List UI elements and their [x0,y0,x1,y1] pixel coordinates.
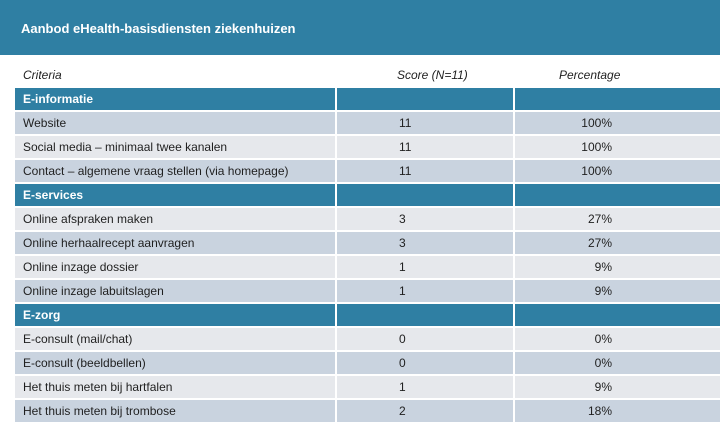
table-title: Aanbod eHealth-basisdiensten ziekenhuize… [0,0,720,55]
table-row: Online afspraken maken 3 27% [0,208,720,230]
table-row: E-consult (mail/chat) 0 0% [0,328,720,350]
cell-percentage: 9% [515,280,720,302]
cell-score: 1 [337,280,513,302]
section-row: E-services [0,184,720,206]
cell-percentage: 0% [515,352,720,374]
section-row: E-zorg [0,304,720,326]
cell-score: 0 [337,352,513,374]
cell-criteria: Het thuis meten bij hartfalen [15,376,335,398]
table-row: Social media – minimaal twee kanalen 11 10… [0,136,720,158]
cell-percentage: 100% [515,112,720,134]
cell-percentage: 27% [515,232,720,254]
table-row: Online inzage dossier 1 9% [0,256,720,278]
cell-criteria: E-informatie [15,88,335,110]
cell-score: 11 [337,160,513,182]
cell-criteria: Online herhaalrecept aanvragen [15,232,335,254]
cell-score [337,88,513,110]
cell-score: 11 [337,136,513,158]
cell-score: 3 [337,232,513,254]
cell-percentage [515,184,720,206]
cell-criteria: Contact – algemene vraag stellen (via ho… [15,160,335,182]
cell-criteria: E-consult (mail/chat) [15,328,335,350]
cell-score [337,184,513,206]
table-row: Het thuis meten bij trombose 2 18% [0,400,720,422]
section-row: E-informatie [0,88,720,110]
cell-percentage: 100% [515,136,720,158]
cell-score: 3 [337,208,513,230]
cell-criteria: Het thuis meten bij trombose [15,400,335,422]
cell-percentage: 100% [515,160,720,182]
cell-score: 11 [337,112,513,134]
cell-criteria: E-services [15,184,335,206]
table-row: Contact – algemene vraag stellen (via ho… [0,160,720,182]
cell-percentage: 27% [515,208,720,230]
header-percentage: Percentage [559,68,621,82]
cell-criteria: Social media – minimaal twee kanalen [15,136,335,158]
table-row: Het thuis meten bij hartfalen 1 9% [0,376,720,398]
header-criteria: Criteria [23,68,62,82]
table-row: Website 11 100% [0,112,720,134]
cell-percentage: 18% [515,400,720,422]
cell-criteria: E-consult (beeldbellen) [15,352,335,374]
cell-percentage [515,304,720,326]
cell-percentage [515,88,720,110]
cell-criteria: E-zorg [15,304,335,326]
cell-criteria: Online inzage dossier [15,256,335,278]
cell-score: 2 [337,400,513,422]
cell-percentage: 9% [515,256,720,278]
cell-percentage: 0% [515,328,720,350]
table-row: E-consult (beeldbellen) 0 0% [0,352,720,374]
cell-score: 1 [337,256,513,278]
table-row: Online herhaalrecept aanvragen 3 27% [0,232,720,254]
cell-score [337,304,513,326]
header-score: Score (N=11) [397,68,468,82]
cell-percentage: 9% [515,376,720,398]
cell-score: 0 [337,328,513,350]
cell-criteria: Website [15,112,335,134]
table-row: Online inzage labuitslagen 1 9% [0,280,720,302]
data-table: E-informatie Website 11 100% Social media – … [0,88,720,424]
cell-criteria: Online inzage labuitslagen [15,280,335,302]
cell-criteria: Online afspraken maken [15,208,335,230]
cell-score: 1 [337,376,513,398]
